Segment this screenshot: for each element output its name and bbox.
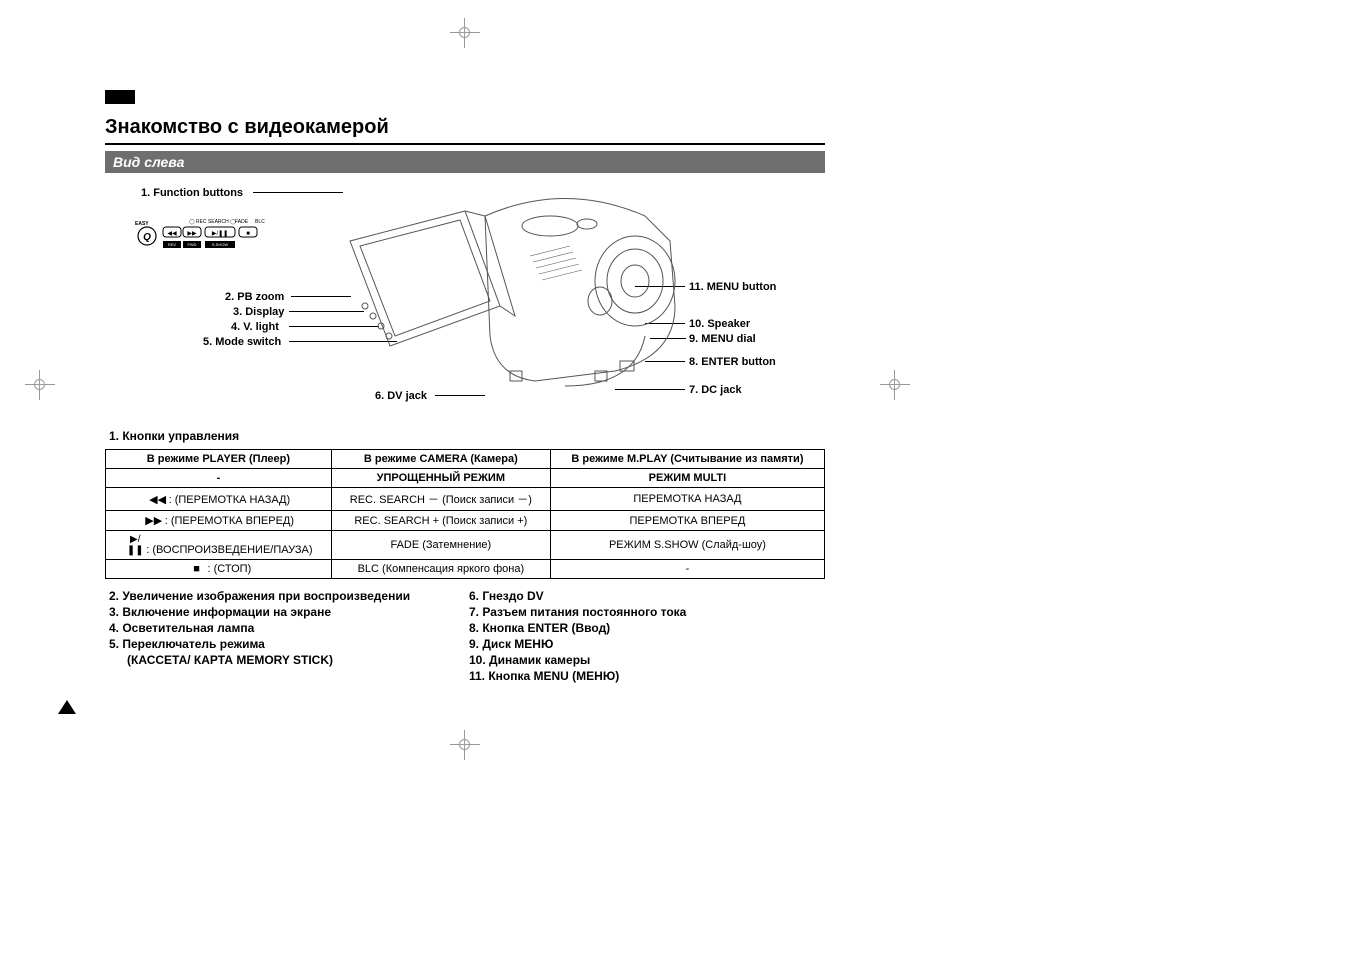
svg-text:S.SHOW: S.SHOW	[212, 242, 228, 247]
camera-icon	[335, 186, 705, 401]
cell: BLC (Компенсация яркого фона)	[331, 560, 550, 579]
cell-text: : (ПЕРЕМОТКА ВПЕРЕД)	[165, 515, 294, 527]
crop-mark-top	[450, 18, 480, 48]
function-table: В режиме PLAYER (Плеер) В режиме CAMERA …	[105, 449, 825, 579]
page-content: Знакомство с видеокамерой Вид слева 1. F…	[105, 90, 825, 685]
label-function-buttons: 1. Function buttons	[141, 187, 243, 199]
svg-text:BLC: BLC	[255, 219, 265, 225]
svg-text:■: ■	[246, 231, 250, 237]
cell-text: : (ВОСПРОИЗВЕДЕНИЕ/ПАУЗА)	[146, 544, 312, 556]
list-item: 6. Гнездо DV	[465, 589, 825, 603]
list-item: 8. Кнопка ENTER (Ввод)	[465, 621, 825, 635]
play-pause-icon: ▶/❚❚	[124, 534, 146, 556]
list-item: 7. Разъем питания постоянного тока	[465, 605, 825, 619]
svg-text:◀◀: ◀◀	[167, 231, 177, 237]
side-triangle	[58, 700, 76, 714]
cell-text: : (СТОП)	[208, 563, 252, 575]
table-row: ■: (СТОП) BLC (Компенсация яркого фона) …	[106, 560, 825, 579]
th-player: В режиме PLAYER (Плеер)	[106, 450, 332, 469]
list-item: 2. Увеличение изображения при воспроизве…	[105, 589, 465, 603]
cell-text: : (ПЕРЕМОТКА НАЗАД)	[169, 494, 291, 506]
cell-fwd: ▶▶: (ПЕРЕМОТКА ВПЕРЕД)	[106, 511, 332, 531]
crop-mark-left	[25, 370, 55, 400]
label-pb-zoom: 2. PB zoom	[225, 291, 284, 303]
cell: РЕЖИМ S.SHOW (Слайд-шоу)	[550, 531, 824, 560]
page-title: Знакомство с видеокамерой	[105, 116, 825, 145]
crop-mark-right	[880, 370, 910, 400]
list-item: 9. Диск МЕНЮ	[465, 637, 825, 651]
list-left: 2. Увеличение изображения при воспроизве…	[105, 589, 465, 685]
cell-play: ▶/❚❚: (ВОСПРОИЗВЕДЕНИЕ/ПАУЗА)	[106, 531, 332, 560]
forward-icon: ▶▶	[143, 514, 165, 527]
table-row: ▶▶: (ПЕРЕМОТКА ВПЕРЕД) REC. SEARCH + (По…	[106, 511, 825, 531]
svg-text:FWD: FWD	[187, 242, 196, 247]
label-v-light: 4. V. light	[231, 321, 279, 333]
table-row: ▶/❚❚: (ВОСПРОИЗВЕДЕНИЕ/ПАУЗА) FADE (Зате…	[106, 531, 825, 560]
svg-text:▶/❚❚: ▶/❚❚	[212, 230, 228, 237]
list-item: 3. Включение информации на экране	[105, 605, 465, 619]
cell: REC. SEARCH － (Поиск записи －)	[331, 488, 550, 511]
cell: ПЕРЕМОТКА НАЗАД	[550, 488, 824, 511]
cell: -	[550, 560, 824, 579]
page-marker	[105, 90, 135, 104]
list-item-sub: (КАССЕТА/ КАРТА MEMORY STICK)	[105, 653, 465, 667]
button-panel-icon: Q EASY ◀◀ ▶▶ ▶/❚❚ ■ ◯ REC SEARCH ◯ FADE …	[135, 211, 295, 251]
cell-stop: ■: (СТОП)	[106, 560, 332, 579]
leader-1	[253, 192, 343, 193]
section-heading: Вид слева	[105, 151, 825, 173]
diagram: 1. Function buttons 2. PB zoom 3. Displa…	[105, 181, 825, 421]
svg-text:◯ REC SEARCH ◯: ◯ REC SEARCH ◯	[189, 219, 236, 225]
svg-text:▶▶: ▶▶	[187, 231, 197, 237]
list-item: 5. Переключатель режима	[105, 637, 465, 651]
list-item: 11. Кнопка MENU (МЕНЮ)	[465, 669, 825, 683]
stop-icon: ■	[186, 563, 208, 575]
mode-c3: РЕЖИМ MULTI	[550, 469, 824, 488]
cell-rew: ◀◀: (ПЕРЕМОТКА НАЗАД)	[106, 488, 332, 511]
func-heading: 1. Кнопки управления	[109, 429, 825, 443]
list-item: 10. Динамик камеры	[465, 653, 825, 667]
svg-text:EASY: EASY	[135, 221, 149, 227]
rewind-icon: ◀◀	[147, 493, 169, 506]
cell: ПЕРЕМОТКА ВПЕРЕД	[550, 511, 824, 531]
list-item: 4. Осветительная лампа	[105, 621, 465, 635]
th-camera: В режиме CAMERA (Камера)	[331, 450, 550, 469]
table-header-row: В режиме PLAYER (Плеер) В режиме CAMERA …	[106, 450, 825, 469]
table-row: ◀◀: (ПЕРЕМОТКА НАЗАД) REC. SEARCH － (Пои…	[106, 488, 825, 511]
label-display: 3. Display	[233, 306, 284, 318]
list-right: 6. Гнездо DV 7. Разъем питания постоянно…	[465, 589, 825, 685]
cell: REC. SEARCH + (Поиск записи +)	[331, 511, 550, 531]
svg-text:REV: REV	[168, 242, 177, 247]
th-mplay: В режиме M.PLAY (Считывание из памяти)	[550, 450, 824, 469]
svg-text:FADE: FADE	[235, 219, 249, 225]
mode-c2: УПРОЩЕННЫЙ РЕЖИМ	[331, 469, 550, 488]
mode-c1: -	[106, 469, 332, 488]
svg-text:Q: Q	[143, 232, 151, 243]
label-mode-switch: 5. Mode switch	[203, 336, 281, 348]
table-mode-row: - УПРОЩЕННЫЙ РЕЖИМ РЕЖИМ MULTI	[106, 469, 825, 488]
cell: FADE (Затемнение)	[331, 531, 550, 560]
crop-mark-bottom	[450, 730, 480, 760]
feature-lists: 2. Увеличение изображения при воспроизве…	[105, 589, 825, 685]
